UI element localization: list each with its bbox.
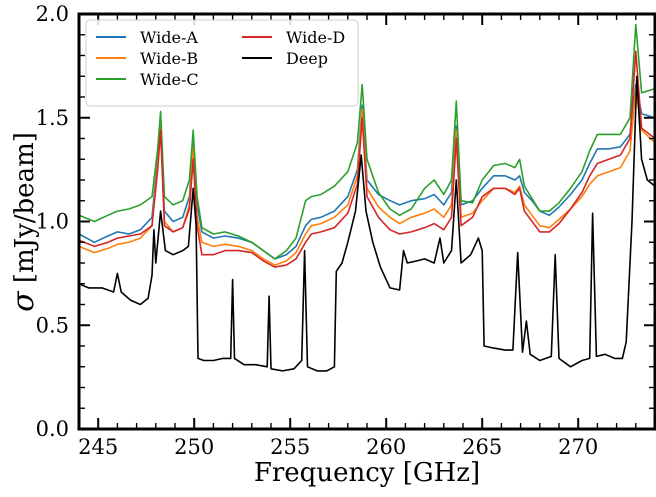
- series-line-wide-d: [79, 50, 655, 268]
- series-line-wide-c: [79, 23, 655, 260]
- x-tick-label: 270: [558, 435, 598, 459]
- y-tick-label: 2.0: [36, 2, 69, 26]
- x-tick-label: 260: [366, 435, 406, 459]
- x-tick-label: 250: [174, 435, 214, 459]
- y-axis-label-symbol: σ: [6, 290, 41, 312]
- x-tick-label: 245: [78, 435, 118, 459]
- series-line-wide-b: [79, 87, 655, 266]
- legend-label: Wide-D: [286, 28, 345, 47]
- x-tick-label: 255: [270, 435, 310, 459]
- y-axis-label-unit: [mJy/beam]: [10, 132, 40, 291]
- x-axis-label: Frequency [GHz]: [254, 458, 480, 488]
- legend: Wide-A Wide-B Wide-C Wide-D Deep: [85, 19, 359, 107]
- y-axis-label: σ [mJy/beam]: [6, 132, 41, 312]
- x-tick-label: 265: [462, 435, 502, 459]
- series-layer: [79, 23, 655, 372]
- legend-label: Wide-B: [140, 49, 198, 68]
- series-line-wide-a: [79, 83, 655, 260]
- legend-label: Wide-A: [140, 28, 198, 47]
- legend-box: [85, 19, 359, 107]
- legend-label: Wide-C: [140, 70, 199, 89]
- y-tick-label: 1.5: [36, 106, 69, 130]
- legend-label: Deep: [286, 49, 328, 68]
- y-tick-label: 0.0: [36, 417, 69, 441]
- axes-layer: 245 250 255 260 265 270 0.0 0.5 1.0 1.5 2.0: [36, 2, 656, 459]
- series-line-deep: [79, 75, 655, 372]
- y-tick-label: 0.5: [36, 313, 69, 337]
- y-tick-label: 1.0: [36, 210, 69, 234]
